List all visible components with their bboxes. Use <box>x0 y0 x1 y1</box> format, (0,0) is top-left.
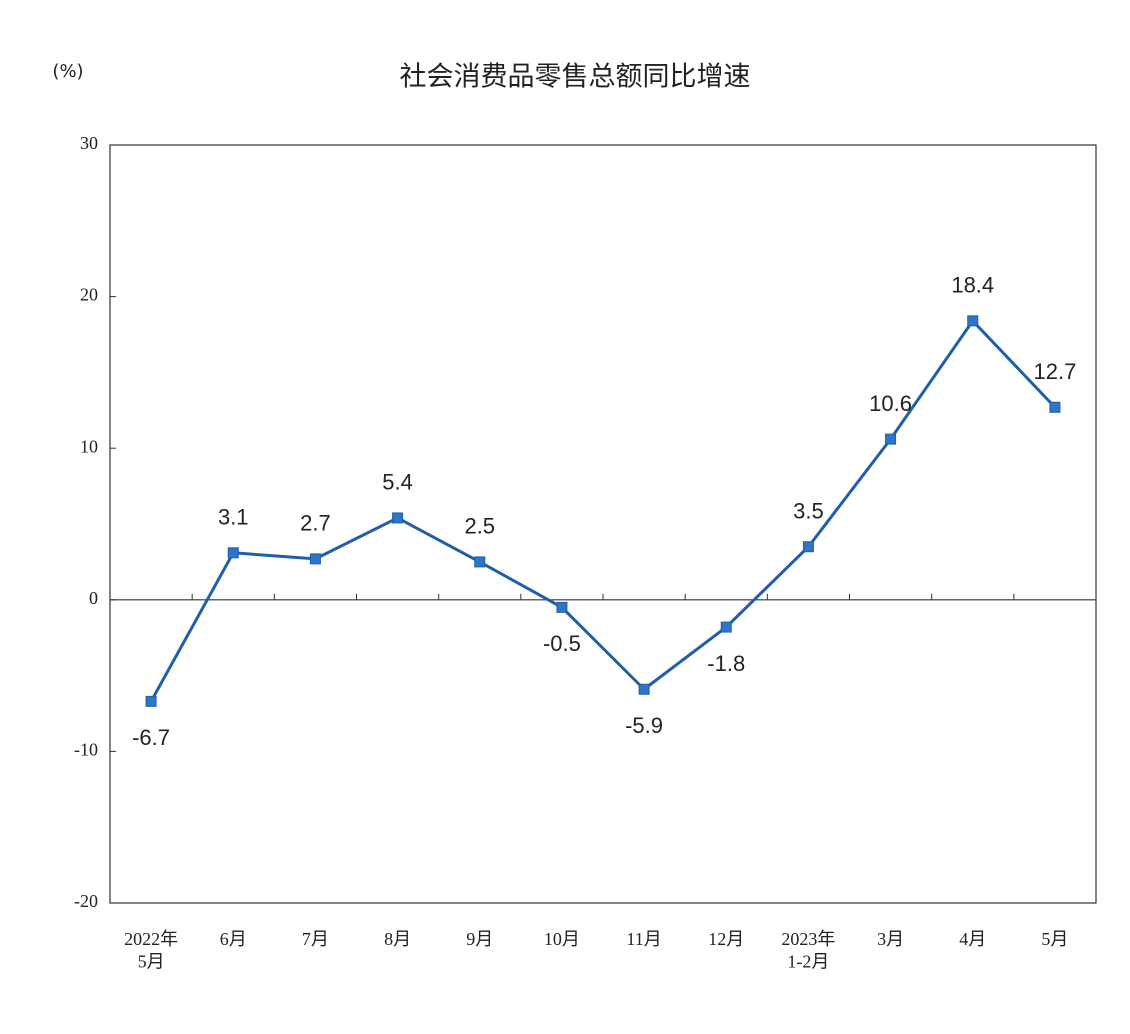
plot-frame <box>109 144 1097 904</box>
marker <box>802 541 814 553</box>
y-tick-label: 10 <box>80 436 98 456</box>
x-tick-label: 6月 <box>220 929 247 949</box>
y-tick-label: 0 <box>89 588 98 608</box>
data-label: 18.4 <box>951 273 994 298</box>
marker <box>885 433 897 445</box>
data-label: -5.9 <box>625 713 663 738</box>
marker <box>556 601 568 613</box>
marker <box>1049 401 1061 413</box>
marker <box>967 315 979 327</box>
marker <box>638 683 650 695</box>
x-tick-label: 11月 <box>626 929 661 949</box>
y-tick-label: 30 <box>80 133 98 153</box>
data-label: 3.5 <box>793 499 824 524</box>
data-label: 10.6 <box>869 391 912 416</box>
marker <box>227 547 239 559</box>
y-tick-label: 20 <box>80 285 98 305</box>
marker <box>392 512 404 524</box>
data-label: 3.1 <box>218 505 249 530</box>
x-tick-label: 5月 <box>1041 929 1068 949</box>
marker <box>309 553 321 565</box>
y-tick-label: -10 <box>74 740 98 760</box>
marker <box>720 621 732 633</box>
x-tick-label: 12月 <box>708 929 744 949</box>
x-tick-label: 2022年 5月 <box>124 929 178 972</box>
x-tick-label: 7月 <box>302 929 329 949</box>
data-label: -0.5 <box>543 631 581 656</box>
chart-title: 社会消费品零售总额同比增速 <box>400 62 751 93</box>
marker <box>474 556 486 568</box>
x-tick-label: 8月 <box>384 929 411 949</box>
y-axis-label: (%) <box>52 61 83 82</box>
x-tick-label: 3月 <box>877 929 904 949</box>
data-label: 2.7 <box>300 511 331 536</box>
data-label: 5.4 <box>382 470 413 495</box>
x-tick-label: 2023年 1-2月 <box>781 929 835 972</box>
x-tick-label: 9月 <box>466 929 493 949</box>
x-tick-label: 10月 <box>544 929 580 949</box>
marker <box>145 695 157 707</box>
data-label: -1.8 <box>707 651 745 676</box>
data-label: -6.7 <box>132 725 170 750</box>
data-label: 12.7 <box>1034 359 1077 384</box>
y-tick-label: -20 <box>74 891 98 911</box>
x-tick-label: 4月 <box>959 929 986 949</box>
series-line <box>149 318 1057 703</box>
data-label: 2.5 <box>464 514 495 539</box>
